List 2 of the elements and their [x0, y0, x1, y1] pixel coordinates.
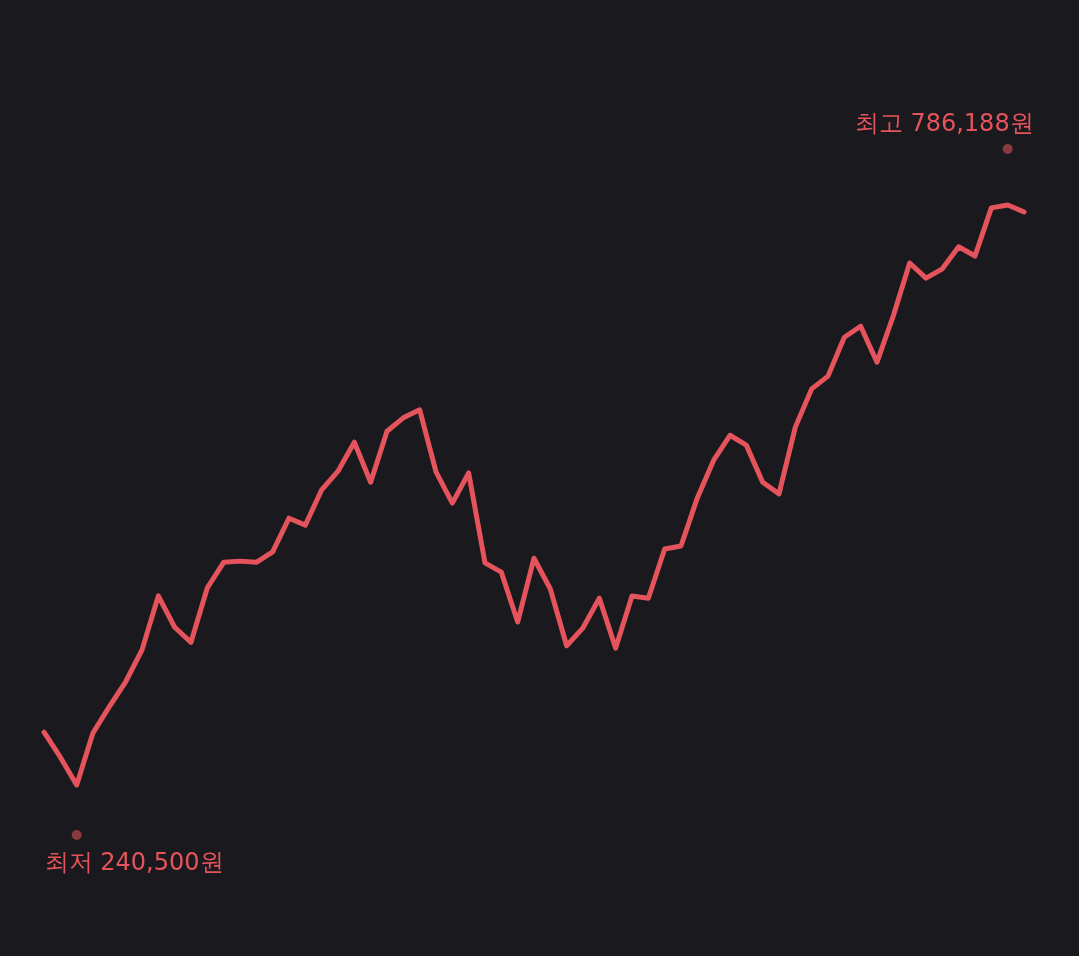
text: 최고 786,188원	[854, 109, 1034, 137]
text: 최저 240,500원	[44, 848, 224, 876]
